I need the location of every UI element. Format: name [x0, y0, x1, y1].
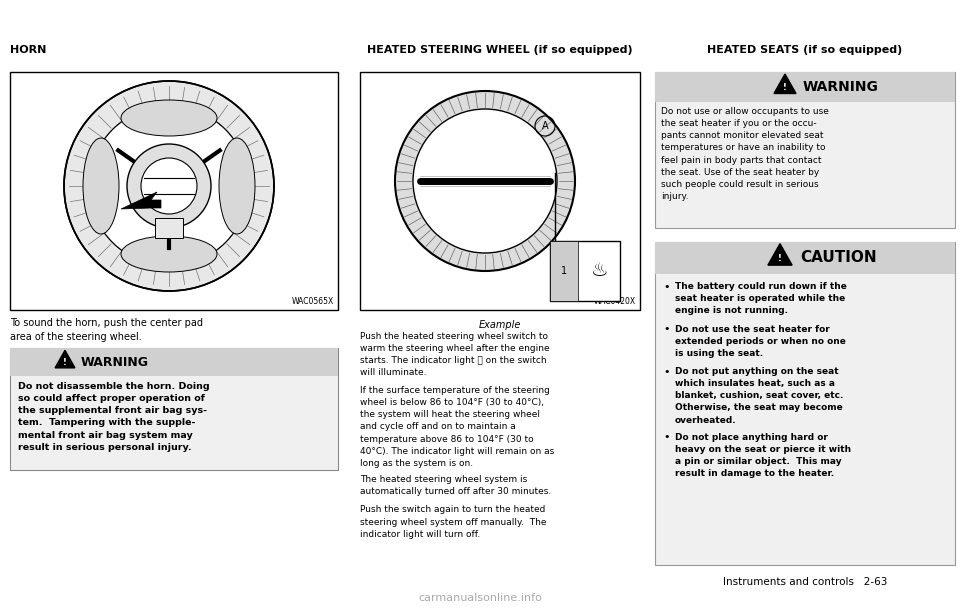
Text: Do not disassemble the horn. Doing
so could affect proper operation of
the suppl: Do not disassemble the horn. Doing so co… [18, 382, 209, 452]
Bar [655, 72, 955, 228]
Text: •: • [663, 324, 669, 334]
Text: Do not use or allow occupants to use
the seat heater if you or the occu-
pants c: Do not use or allow occupants to use the… [661, 107, 828, 201]
Text: •: • [663, 367, 669, 377]
Bar [360, 72, 640, 310]
Text: HORN: HORN [10, 45, 46, 55]
Text: Push the heated steering wheel switch to
warm the steering wheel after the engin: Push the heated steering wheel switch to… [360, 332, 550, 378]
Ellipse shape [121, 236, 217, 272]
Text: Do not use the seat heater for
extended periods or when no one
is using the seat: Do not use the seat heater for extended … [675, 324, 846, 358]
Text: The heated steering wheel system is
automatically turned off after 30 minutes.: The heated steering wheel system is auto… [360, 475, 551, 496]
Text: WARNING: WARNING [803, 80, 878, 94]
Text: CAUTION: CAUTION [800, 251, 876, 266]
Text: HEATED STEERING WHEEL (if so equipped): HEATED STEERING WHEEL (if so equipped) [367, 45, 633, 55]
Polygon shape [774, 74, 796, 93]
Text: 1: 1 [561, 266, 566, 276]
Text: WARNING: WARNING [81, 356, 149, 368]
Text: !: ! [783, 83, 787, 92]
Text: !: ! [63, 358, 67, 367]
Ellipse shape [413, 109, 557, 253]
Ellipse shape [89, 106, 249, 266]
Bar [10, 72, 338, 310]
Text: •: • [663, 282, 669, 292]
Text: Do not place anything hard or
heavy on the seat or pierce it with
a pin or simil: Do not place anything hard or heavy on t… [675, 433, 852, 478]
Text: Instruments and controls   2-63: Instruments and controls 2-63 [723, 577, 887, 587]
Text: !: ! [778, 254, 782, 263]
Bar [655, 242, 955, 565]
Ellipse shape [219, 138, 255, 234]
Polygon shape [55, 350, 75, 368]
Circle shape [141, 158, 197, 214]
Text: Push the switch again to turn the heated
steering wheel system off manually.  Th: Push the switch again to turn the heated… [360, 505, 546, 539]
Text: If the surface temperature of the steering
wheel is below 86 to 104°F (30 to 40°: If the surface temperature of the steeri… [360, 386, 554, 468]
Bar [550, 241, 578, 301]
Bar [155, 218, 183, 238]
Ellipse shape [64, 81, 274, 291]
Polygon shape [768, 244, 792, 265]
Ellipse shape [395, 91, 575, 271]
Ellipse shape [121, 100, 217, 136]
Bar [655, 72, 955, 102]
Text: The battery could run down if the
seat heater is operated while the
engine is no: The battery could run down if the seat h… [675, 282, 847, 315]
Text: Do not put anything on the seat
which insulates heat, such as a
blanket, cushion: Do not put anything on the seat which in… [675, 367, 844, 425]
Ellipse shape [83, 138, 119, 234]
Text: HEATED SEATS (if so equipped): HEATED SEATS (if so equipped) [708, 45, 902, 55]
Bar [10, 348, 338, 470]
Polygon shape [121, 192, 161, 209]
Bar [10, 348, 338, 376]
Text: WAC0420X: WAC0420X [594, 297, 636, 306]
Bar [550, 241, 620, 301]
Text: Example: Example [479, 320, 521, 330]
Text: carmanualsonline.info: carmanualsonline.info [418, 593, 542, 603]
Text: ♨: ♨ [591, 262, 609, 280]
Text: A: A [541, 121, 548, 131]
Circle shape [127, 144, 211, 228]
Text: •: • [663, 433, 669, 442]
Text: WAC0565X: WAC0565X [292, 297, 334, 306]
Text: To sound the horn, push the center pad
area of the steering wheel.: To sound the horn, push the center pad a… [10, 318, 203, 342]
Bar [655, 242, 955, 274]
